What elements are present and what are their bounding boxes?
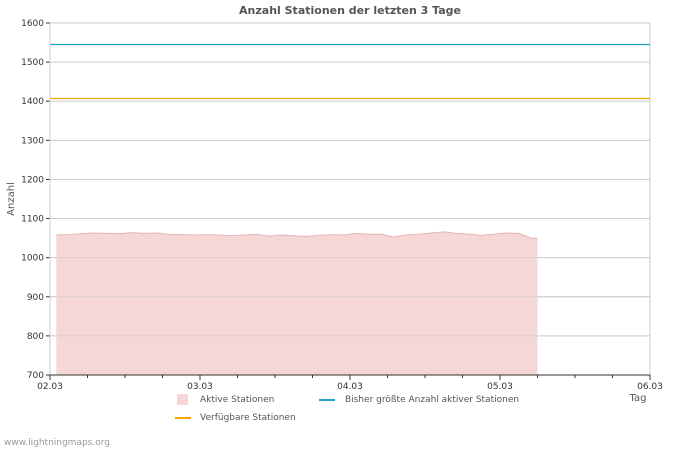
x-tick-label: 05.03: [487, 382, 513, 392]
area-aktive-stationen: [56, 231, 538, 375]
x-tick-label: 03.03: [187, 382, 213, 392]
legend-verfuegbare-stationen: Verfügbare Stationen: [200, 413, 296, 423]
x-tick-label: 06.03: [637, 382, 663, 392]
y-tick-label: 1000: [21, 254, 44, 264]
y-tick-label: 1300: [21, 136, 44, 146]
y-tick-label: 1200: [21, 175, 44, 185]
legend-swatch-max: [319, 399, 335, 401]
y-axis-label: Anzahl: [6, 182, 17, 216]
legend-aktive-stationen: Aktive Stationen: [200, 395, 275, 405]
y-tick-label: 1600: [21, 19, 44, 29]
y-tick-label: 800: [27, 332, 44, 342]
legend-swatch-aktive: [177, 394, 188, 405]
line-aktive-stationen: [56, 231, 538, 240]
y-tick-label: 900: [27, 293, 44, 303]
y-tick-label: 700: [27, 371, 44, 381]
y-tick-label: 1400: [21, 97, 44, 107]
legend-max-stationen: Bisher größte Anzahl aktiver Stationen: [345, 395, 520, 405]
chart-title: Anzahl Stationen der letzten 3 Tage: [239, 4, 461, 17]
x-axis-label: Tag: [629, 393, 647, 404]
y-tick-label: 1100: [21, 215, 44, 225]
x-tick-label: 04.03: [337, 382, 363, 392]
footer-link[interactable]: www.lightningmaps.org: [4, 438, 110, 448]
legend-swatch-verfuegbar: [175, 417, 191, 419]
y-tick-label: 1500: [21, 58, 44, 68]
x-tick-label: 02.03: [37, 382, 63, 392]
